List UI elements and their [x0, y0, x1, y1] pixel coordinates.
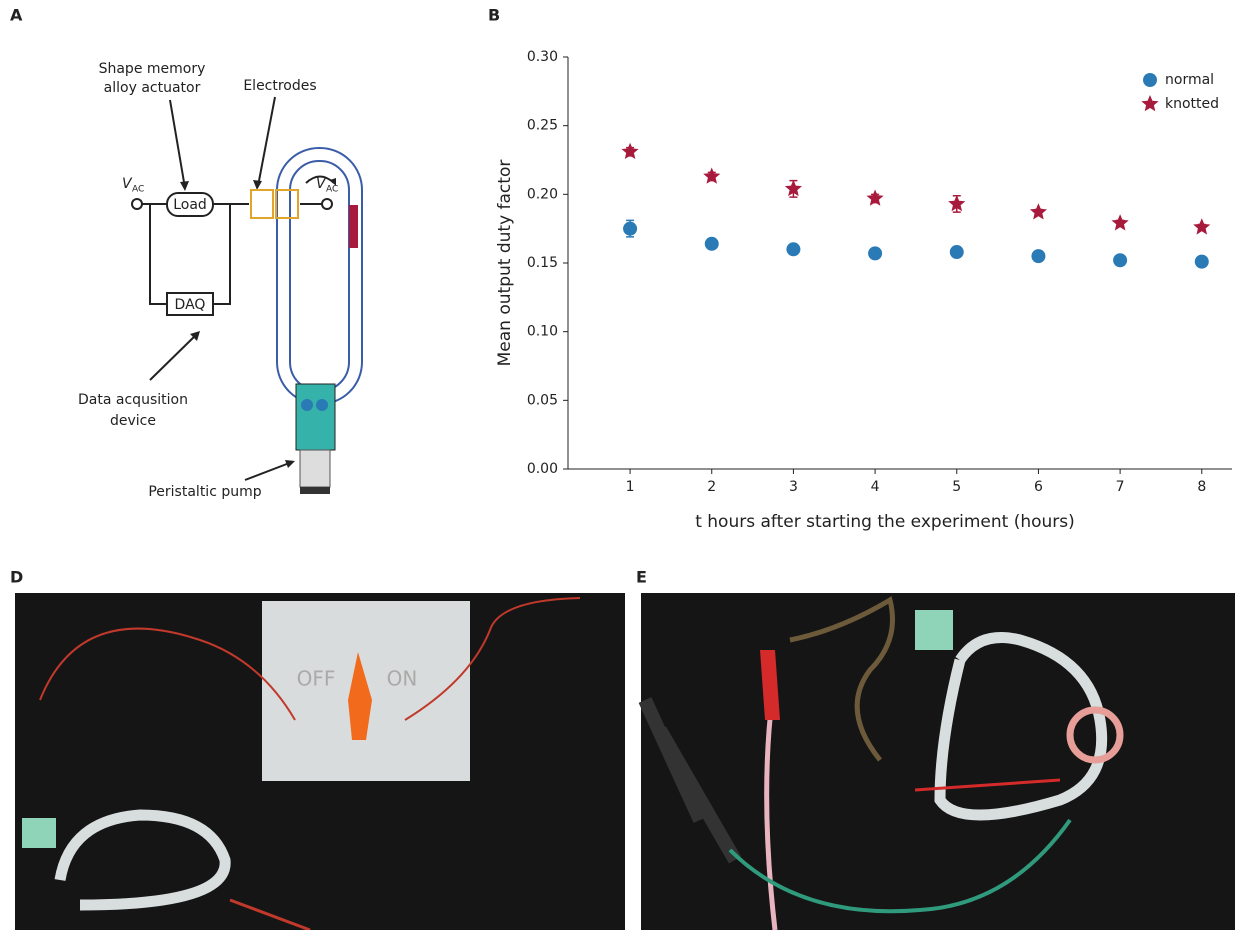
- y-tick-label: 0.15: [527, 255, 558, 271]
- pump: [22, 818, 56, 848]
- pump: [296, 384, 335, 450]
- x-tick-label: 3: [789, 479, 798, 495]
- circuit-diagram: Shape memory alloy actuator Electrodes V…: [78, 61, 362, 500]
- arrow-head: [180, 181, 189, 191]
- panel-label: D: [10, 568, 23, 587]
- x-tick-label: 6: [1034, 479, 1043, 495]
- y-tick-label: 0.30: [527, 49, 558, 65]
- y-tick-label: 0.20: [527, 186, 558, 202]
- diagram-label: Peristaltic pump: [148, 484, 261, 500]
- data-point: [1193, 218, 1210, 234]
- data-point: [786, 242, 800, 256]
- data-point: [1031, 249, 1045, 263]
- diagram-label: Data acqusition: [78, 392, 188, 408]
- arrow: [245, 462, 292, 480]
- switch-text: OFF: [297, 667, 336, 691]
- chart: Mean output duty factor t hours after st…: [495, 49, 1232, 532]
- x-tick-label: 1: [626, 479, 635, 495]
- photo-e: [641, 593, 1235, 930]
- roller: [316, 399, 328, 411]
- x-tick-label: 2: [707, 479, 716, 495]
- electrode: [251, 190, 273, 218]
- data-point: [703, 168, 720, 184]
- x-axis-label: t hours after starting the experiment (h…: [695, 512, 1075, 532]
- diagram-label: Electrodes: [243, 78, 316, 94]
- x-tick-label: 7: [1116, 479, 1125, 495]
- panel-label: B: [488, 6, 500, 25]
- source-subscript: AC: [326, 185, 338, 195]
- legend-marker: [1143, 73, 1157, 87]
- terminal: [322, 199, 332, 209]
- roller: [301, 399, 313, 411]
- y-tick-label: 0.10: [527, 324, 558, 340]
- y-axis-label: Mean output duty factor: [495, 160, 515, 367]
- source-subscript: AC: [132, 185, 144, 195]
- data-point: [1112, 214, 1129, 230]
- arrow-head: [253, 180, 262, 190]
- x-tick-label: 5: [952, 479, 961, 495]
- legend-marker: [1141, 95, 1158, 111]
- arrow-head: [285, 460, 295, 468]
- arrow: [170, 100, 185, 188]
- load-label: Load: [173, 197, 207, 213]
- data-point: [623, 222, 637, 236]
- legend-label: knotted: [1165, 96, 1219, 112]
- diagram-label: Shape memory: [99, 61, 206, 77]
- arrow: [258, 97, 275, 186]
- legend-label: normal: [1165, 72, 1214, 88]
- data-point: [1113, 253, 1127, 267]
- diagram-label: alloy actuator: [104, 80, 201, 96]
- x-tick-label: 8: [1197, 479, 1206, 495]
- motor: [300, 450, 330, 487]
- data-point: [705, 237, 719, 251]
- data-point: [1030, 203, 1047, 219]
- panel-label: A: [10, 6, 23, 25]
- daq-label: DAQ: [175, 297, 206, 313]
- y-tick-label: 0.05: [527, 392, 558, 408]
- data-point: [1195, 255, 1209, 269]
- pump: [915, 610, 953, 650]
- figure: A B D E Shape memory alloy actuator Elec…: [0, 0, 1235, 930]
- y-tick-label: 0.00: [527, 461, 558, 477]
- panel-label: E: [636, 568, 647, 587]
- photo-d: OFF ON: [15, 593, 625, 930]
- electrode: [276, 190, 298, 218]
- x-tick-label: 4: [871, 479, 880, 495]
- data-point: [950, 245, 964, 259]
- motor-base: [300, 487, 330, 494]
- switch-text: ON: [387, 667, 418, 691]
- data-point: [868, 246, 882, 260]
- terminal: [132, 199, 142, 209]
- knot: [349, 205, 358, 248]
- arrow: [150, 333, 198, 380]
- y-tick-label: 0.25: [527, 118, 558, 134]
- diagram-label: device: [110, 413, 156, 429]
